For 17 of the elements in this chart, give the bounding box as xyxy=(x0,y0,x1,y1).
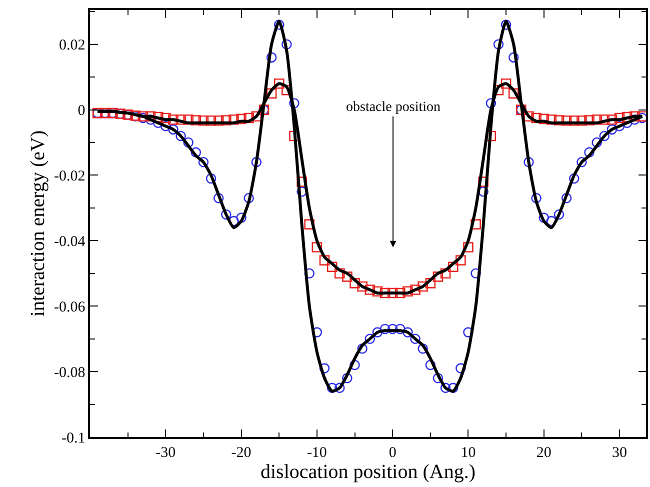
x-tick-label: 0 xyxy=(388,444,396,461)
y-axis-title: interaction energy (eV) xyxy=(27,130,49,317)
y-tick-label: 0 xyxy=(78,103,86,120)
x-tick-label: 20 xyxy=(536,444,552,461)
x-axis-title: dislocation position (Ang.) xyxy=(260,460,476,483)
y-tick-label: -0.06 xyxy=(54,299,86,316)
y-tick-label: -0.08 xyxy=(54,364,86,381)
y-tick-label: -0.02 xyxy=(54,168,86,184)
y-tick-label: -0.1 xyxy=(62,430,86,446)
y-tick-label: -0.04 xyxy=(54,234,86,250)
x-tick-label: 30 xyxy=(612,444,628,461)
annotation: obstacle position xyxy=(346,100,440,115)
x-tick-label: -20 xyxy=(231,444,252,461)
x-tick-label: -10 xyxy=(306,444,327,461)
x-tick-label: -30 xyxy=(156,444,176,461)
x-tick-label: 10 xyxy=(460,444,476,461)
y-tick-label: 0.02 xyxy=(59,38,86,54)
